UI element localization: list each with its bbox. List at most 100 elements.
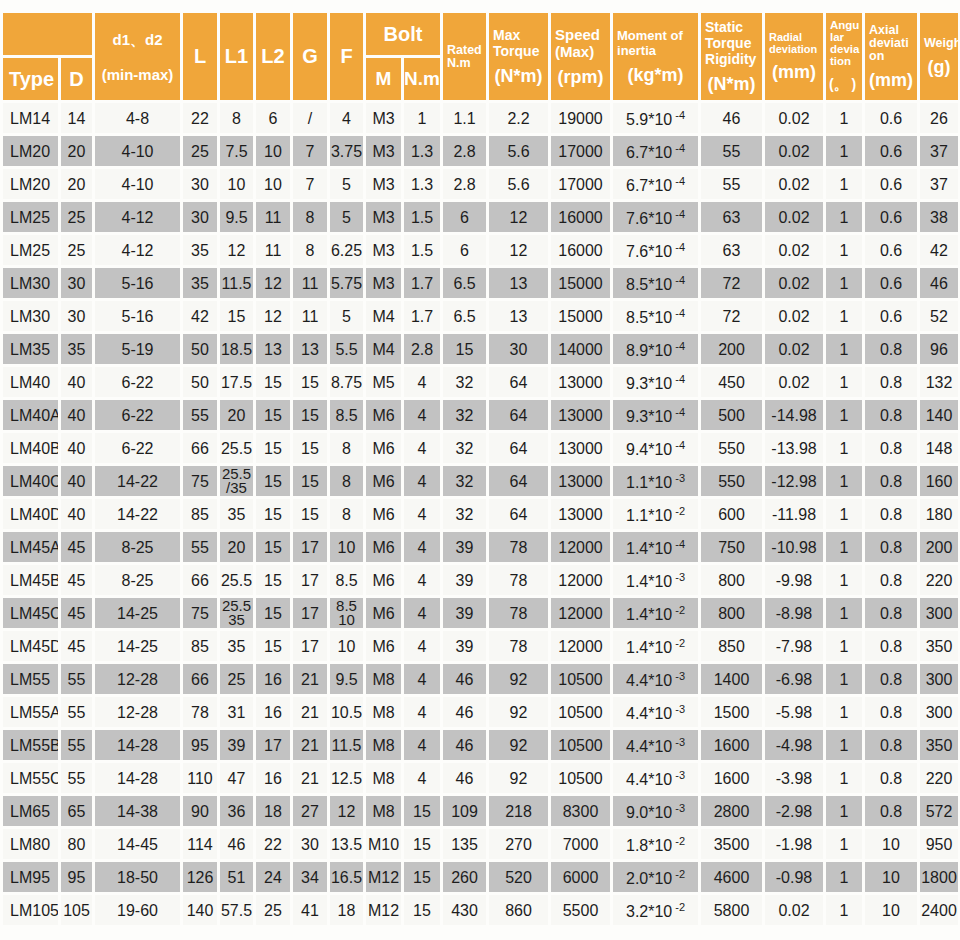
table-row: LM25254-1235121186.25M31.5612160007.6*10… bbox=[3, 235, 958, 265]
cell-l1: 11.5 bbox=[220, 268, 253, 298]
cell-radial-deviation: 0.02 bbox=[765, 136, 823, 166]
cell-l1: 15 bbox=[220, 301, 253, 331]
exponent: -4 bbox=[675, 142, 685, 154]
cell-d: 45 bbox=[61, 598, 92, 628]
cell-type: LM40 bbox=[3, 367, 58, 397]
cell-speed-max: 16000 bbox=[551, 202, 610, 232]
cell-radial-deviation: -2.98 bbox=[765, 796, 823, 826]
cell-weight: 52 bbox=[920, 301, 958, 331]
cell-rated-nm: 2.8 bbox=[443, 169, 486, 199]
cell-d: 25 bbox=[61, 202, 92, 232]
cell-d: 55 bbox=[61, 697, 92, 727]
cell-angular-deviation: 1 bbox=[826, 730, 862, 760]
cell-l2: 17 bbox=[256, 730, 290, 760]
cell-max-torque: 2.2 bbox=[489, 103, 548, 133]
cell-type: LM40A bbox=[3, 400, 58, 430]
table-row: LM45D4514-258535151710M643978120001.4*10… bbox=[3, 631, 958, 661]
cell-l: 35 bbox=[183, 268, 217, 298]
cell-bolt-nm: 2.8 bbox=[404, 334, 440, 364]
cell-speed-max: 6000 bbox=[551, 862, 610, 892]
cell-weight: 37 bbox=[920, 169, 958, 199]
cell-angular-deviation: 1 bbox=[826, 103, 862, 133]
cell-angular-deviation: 1 bbox=[826, 631, 862, 661]
cell-static-torque-rigidity: 800 bbox=[701, 565, 762, 595]
cell-d: 45 bbox=[61, 532, 92, 562]
cell-moment-of-inertia: 9.3*10-4 bbox=[613, 367, 698, 397]
cell-bolt-m: M3 bbox=[366, 235, 401, 265]
cell-max-torque: 13 bbox=[489, 301, 548, 331]
cell-g: 17 bbox=[293, 565, 327, 595]
cell-rated-nm: 32 bbox=[443, 466, 486, 496]
cell-static-torque-rigidity: 450 bbox=[701, 367, 762, 397]
cell-l2: 15 bbox=[256, 565, 290, 595]
cell-l1: 12 bbox=[220, 235, 253, 265]
cell-l: 90 bbox=[183, 796, 217, 826]
table-row: LM959518-5012651243416.5M121526052060002… bbox=[3, 862, 958, 892]
cell-g: 21 bbox=[293, 763, 327, 793]
cell-d: 20 bbox=[61, 136, 92, 166]
cell-static-torque-rigidity: 750 bbox=[701, 532, 762, 562]
cell-angular-deviation: 1 bbox=[826, 235, 862, 265]
cell-weight: 300 bbox=[920, 697, 958, 727]
cell-d1-d2: 4-10 bbox=[95, 169, 180, 199]
cell-speed-max: 5500 bbox=[551, 895, 610, 925]
cell-max-torque: 64 bbox=[489, 400, 548, 430]
exponent: -3 bbox=[675, 472, 685, 484]
cell-moment-of-inertia: 4.4*10-3 bbox=[613, 664, 698, 694]
cell-axial-deviation: 0.6 bbox=[865, 301, 917, 331]
cell-l2: 11 bbox=[256, 202, 290, 232]
cell-l1: 25.5 bbox=[220, 433, 253, 463]
cell-bolt-m: M6 bbox=[366, 499, 401, 529]
exponent: -2 bbox=[675, 901, 685, 913]
cell-g: 17 bbox=[293, 532, 327, 562]
cell-moment-of-inertia: 1.4*10-4 bbox=[613, 532, 698, 562]
cell-g: 21 bbox=[293, 730, 327, 760]
header-label: Rated N.m bbox=[443, 44, 486, 70]
cell-weight: 96 bbox=[920, 334, 958, 364]
cell-axial-deviation: 0.8 bbox=[865, 433, 917, 463]
cell-d: 40 bbox=[61, 367, 92, 397]
cell-l: 66 bbox=[183, 664, 217, 694]
cell-moment-of-inertia: 1.4*10-2 bbox=[613, 631, 698, 661]
cell-bolt-nm: 4 bbox=[404, 466, 440, 496]
cell-bolt-nm: 15 bbox=[404, 796, 440, 826]
table-row: LM10510519-6014057.5254118M1215430860550… bbox=[3, 895, 958, 925]
cell-speed-max: 10500 bbox=[551, 697, 610, 727]
cell-d1-d2: 18-50 bbox=[95, 862, 180, 892]
cell-f: 11.5 bbox=[330, 730, 363, 760]
cell-moment-of-inertia: 9.3*10-4 bbox=[613, 400, 698, 430]
cell-max-torque: 5.6 bbox=[489, 169, 548, 199]
cell-radial-deviation: 0.02 bbox=[765, 895, 823, 925]
cell-axial-deviation: 10 bbox=[865, 895, 917, 925]
cell-moment-of-inertia: 2.0*10-2 bbox=[613, 862, 698, 892]
cell-angular-deviation: 1 bbox=[826, 895, 862, 925]
cell-moment-of-inertia: 8.5*10-4 bbox=[613, 268, 698, 298]
cell-f: 5 bbox=[330, 169, 363, 199]
cell-radial-deviation: 0.02 bbox=[765, 301, 823, 331]
table-row: LM14144-82286/4M311.12.2190005.9*10-4460… bbox=[3, 103, 958, 133]
col-header-angular-deviation: Angular deviation (。 ) bbox=[826, 13, 862, 100]
cell-d: 40 bbox=[61, 466, 92, 496]
cell-rated-nm: 6 bbox=[443, 202, 486, 232]
cell-radial-deviation: -6.98 bbox=[765, 664, 823, 694]
cell-d: 20 bbox=[61, 169, 92, 199]
cell-radial-deviation: -5.98 bbox=[765, 697, 823, 727]
cell-l1: 47 bbox=[220, 763, 253, 793]
cell-bolt-nm: 1.7 bbox=[404, 268, 440, 298]
cell-l: 66 bbox=[183, 565, 217, 595]
cell-l: 55 bbox=[183, 532, 217, 562]
cell-radial-deviation: -4.98 bbox=[765, 730, 823, 760]
cell-max-torque: 92 bbox=[489, 763, 548, 793]
table-row: LM35355-195018.513135.5M42.81530140008.9… bbox=[3, 334, 958, 364]
cell-bolt-nm: 1 bbox=[404, 103, 440, 133]
cell-max-torque: 520 bbox=[489, 862, 548, 892]
cell-type: LM55 bbox=[3, 664, 58, 694]
cell-type: LM45D bbox=[3, 631, 58, 661]
cell-speed-max: 13000 bbox=[551, 433, 610, 463]
cell-speed-max: 12000 bbox=[551, 631, 610, 661]
cell-type: LM55C bbox=[3, 763, 58, 793]
cell-g: 11 bbox=[293, 268, 327, 298]
table-row: LM45B458-256625.515178.5M643978120001.4*… bbox=[3, 565, 958, 595]
cell-static-torque-rigidity: 63 bbox=[701, 235, 762, 265]
header-label: (min-max) bbox=[95, 66, 180, 83]
